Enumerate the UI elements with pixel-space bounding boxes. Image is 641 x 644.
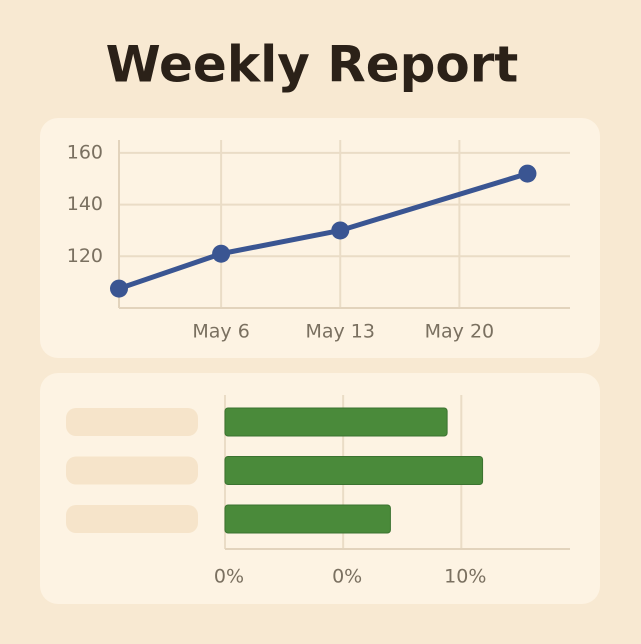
x-tick-label: May 6	[192, 321, 249, 343]
y-tick-label: 120	[67, 245, 103, 267]
y-tick-label: 160	[67, 141, 103, 163]
label-placeholder	[66, 408, 198, 436]
x-tick-label: 0%	[214, 566, 244, 588]
bar	[224, 456, 484, 485]
point	[331, 221, 350, 240]
label-placeholder	[66, 505, 198, 533]
label-placeholder	[66, 456, 198, 485]
bar	[224, 407, 448, 437]
x-tick-label: 0%	[332, 566, 362, 588]
y-tick-label: 140	[67, 193, 103, 215]
point	[518, 164, 537, 183]
x-tick-label: 10%	[444, 566, 486, 588]
x-tick-label: May 20	[425, 321, 495, 343]
x-tick-label: May 13	[305, 321, 375, 343]
title: Weekly Report	[106, 36, 519, 94]
line	[116, 171, 530, 292]
bar	[224, 504, 391, 534]
point	[212, 244, 231, 263]
point	[110, 279, 128, 298]
